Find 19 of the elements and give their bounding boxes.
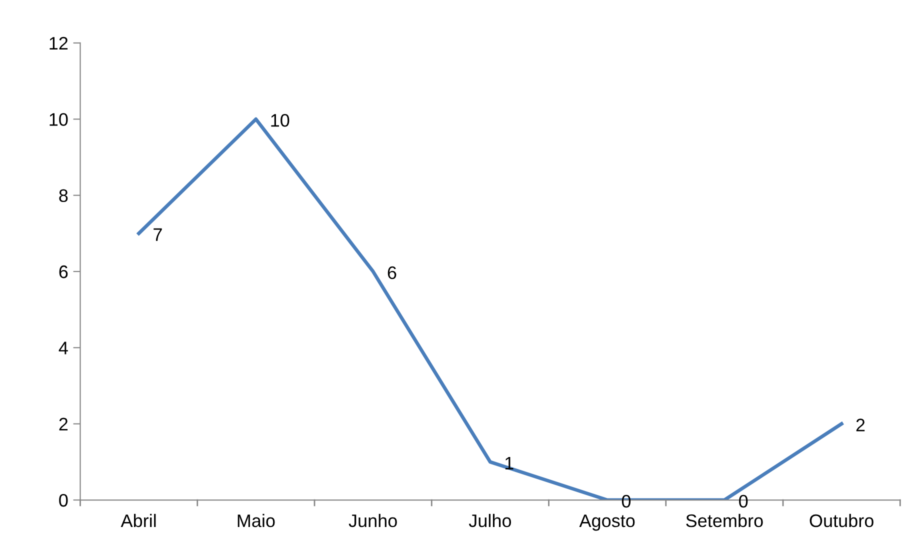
x-tick-label: Junho xyxy=(348,514,397,528)
data-label: 7 xyxy=(154,228,162,241)
data-label: 6 xyxy=(388,266,396,280)
x-tick-label: Abril xyxy=(120,514,156,528)
y-tick-label: 10 xyxy=(50,113,68,126)
x-tick-label: Agosto xyxy=(579,514,635,531)
y-tick-label: 4 xyxy=(58,342,68,354)
data-label: 0 xyxy=(739,494,748,508)
x-tick-label: Setembro xyxy=(686,514,763,528)
data-label: 2 xyxy=(856,418,865,432)
y-tick-label: 0 xyxy=(59,494,68,507)
x-tick-label: Outubro xyxy=(810,514,874,528)
x-tick-label: Maio xyxy=(238,514,275,528)
data-label: 10 xyxy=(271,114,290,127)
y-tick-label: 2 xyxy=(59,418,68,430)
y-tick-label: 6 xyxy=(59,265,68,278)
y-tick-label: 12 xyxy=(50,36,68,50)
x-tick-label: Julho xyxy=(468,514,512,528)
y-tick-label: 8 xyxy=(59,189,68,202)
